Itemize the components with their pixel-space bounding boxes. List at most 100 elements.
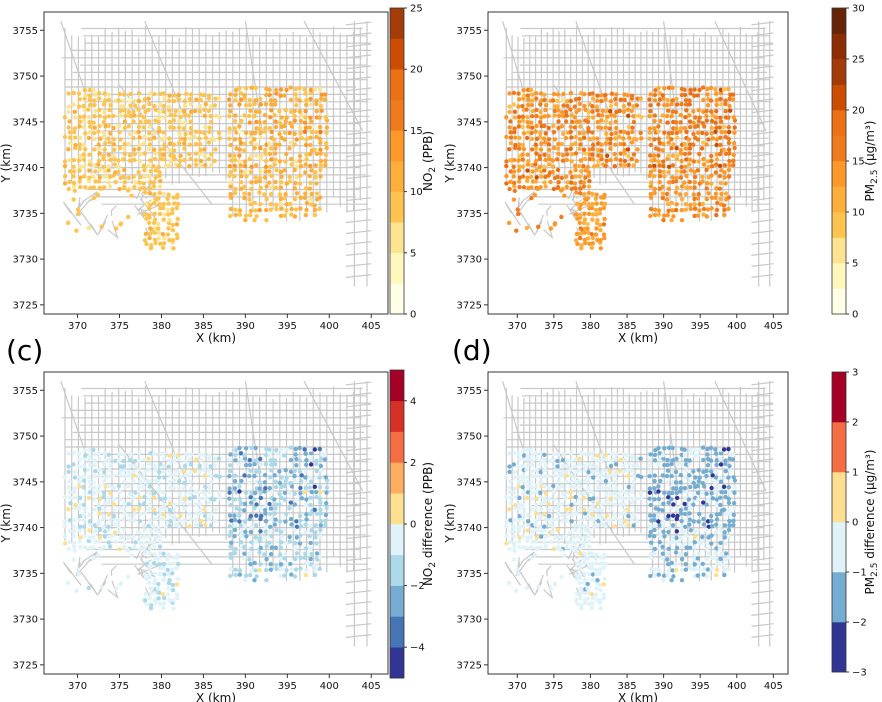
data-point bbox=[704, 196, 710, 202]
data-point bbox=[675, 153, 680, 159]
data-point bbox=[268, 207, 273, 212]
data-point bbox=[578, 226, 583, 231]
data-point bbox=[504, 494, 509, 500]
data-point bbox=[573, 528, 578, 533]
y-axis-label: Y (km) bbox=[443, 143, 457, 183]
data-point bbox=[146, 174, 152, 179]
data-point bbox=[560, 518, 566, 523]
data-point bbox=[176, 523, 181, 529]
colorbar-segment bbox=[390, 400, 404, 432]
data-point bbox=[163, 524, 168, 529]
data-point bbox=[551, 91, 557, 97]
data-point bbox=[697, 568, 702, 573]
data-point bbox=[168, 513, 173, 518]
colorbar-segment bbox=[390, 283, 404, 315]
data-point bbox=[512, 180, 517, 186]
data-point bbox=[156, 236, 161, 241]
data-point bbox=[216, 96, 222, 101]
data-point bbox=[535, 546, 540, 551]
data-point bbox=[683, 202, 688, 207]
data-point bbox=[263, 151, 268, 156]
data-point bbox=[237, 208, 243, 213]
data-point bbox=[174, 565, 180, 571]
data-point bbox=[559, 175, 564, 181]
data-point bbox=[294, 103, 299, 108]
data-point bbox=[568, 467, 573, 472]
data-point bbox=[552, 113, 557, 118]
data-point bbox=[622, 489, 627, 495]
data-point bbox=[507, 469, 512, 475]
data-point bbox=[147, 502, 153, 507]
data-point bbox=[81, 524, 87, 529]
data-point bbox=[578, 546, 583, 551]
data-point bbox=[157, 489, 162, 494]
data-point bbox=[666, 169, 671, 175]
data-point bbox=[132, 157, 137, 163]
data-point bbox=[118, 222, 123, 227]
data-point bbox=[96, 162, 101, 167]
data-point bbox=[691, 469, 696, 474]
colorbar-tick-label: 0 bbox=[852, 310, 858, 321]
data-point bbox=[161, 490, 166, 495]
data-point bbox=[709, 469, 714, 474]
data-point bbox=[158, 241, 163, 246]
data-point bbox=[151, 544, 157, 549]
data-point bbox=[237, 124, 242, 129]
data-point bbox=[590, 551, 595, 556]
road bbox=[144, 227, 156, 237]
data-point bbox=[293, 541, 298, 546]
data-point bbox=[97, 506, 102, 511]
data-point bbox=[297, 445, 302, 451]
data-point bbox=[111, 142, 117, 147]
data-point bbox=[302, 447, 307, 452]
data-point bbox=[618, 141, 623, 147]
data-point bbox=[577, 101, 582, 107]
data-point bbox=[182, 518, 187, 523]
data-point bbox=[313, 170, 318, 175]
data-point bbox=[693, 115, 698, 120]
data-point bbox=[264, 197, 269, 202]
data-point bbox=[579, 603, 584, 608]
data-point bbox=[525, 447, 531, 453]
data-point bbox=[313, 530, 318, 535]
data-point bbox=[167, 218, 172, 223]
data-point bbox=[239, 174, 244, 179]
data-point bbox=[113, 179, 118, 185]
data-point bbox=[626, 484, 631, 490]
data-point bbox=[227, 513, 233, 518]
data-point bbox=[66, 220, 71, 226]
data-point bbox=[714, 125, 719, 130]
monitor-points bbox=[62, 445, 330, 611]
data-point bbox=[713, 555, 718, 560]
data-point bbox=[573, 174, 578, 179]
x-axis-label: X (km) bbox=[618, 691, 658, 702]
data-point bbox=[695, 490, 701, 495]
data-point bbox=[148, 202, 153, 207]
data-point bbox=[152, 156, 158, 162]
data-point bbox=[181, 486, 187, 491]
data-point bbox=[122, 108, 127, 113]
data-point bbox=[97, 527, 103, 533]
data-point bbox=[274, 87, 279, 93]
data-point bbox=[732, 490, 737, 495]
data-point bbox=[136, 506, 142, 511]
data-point bbox=[719, 551, 724, 557]
data-point bbox=[673, 550, 679, 555]
road bbox=[543, 220, 554, 240]
data-point bbox=[142, 598, 148, 603]
data-point bbox=[131, 479, 136, 484]
data-point bbox=[534, 527, 539, 533]
data-point bbox=[657, 174, 663, 179]
data-point bbox=[147, 131, 152, 136]
data-point bbox=[273, 124, 279, 130]
data-point bbox=[533, 489, 538, 494]
data-point bbox=[227, 126, 232, 131]
data-point bbox=[136, 146, 142, 151]
data-point bbox=[585, 556, 590, 561]
data-point bbox=[666, 568, 671, 573]
data-point bbox=[165, 556, 170, 561]
data-point bbox=[541, 496, 547, 501]
data-point bbox=[152, 230, 158, 235]
data-point bbox=[161, 605, 166, 610]
data-point bbox=[77, 479, 83, 484]
